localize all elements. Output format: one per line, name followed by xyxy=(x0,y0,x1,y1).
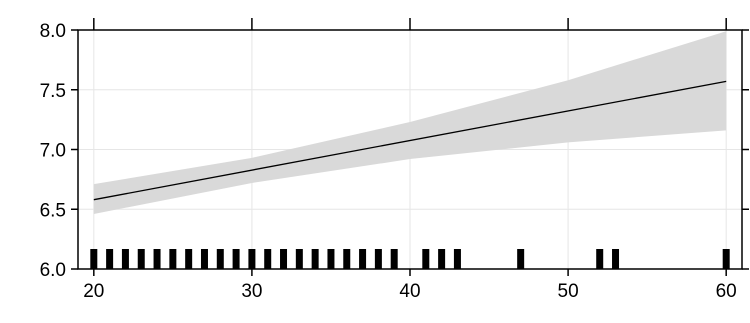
y-tick-label: 8.0 xyxy=(40,21,66,42)
rug-mark xyxy=(121,249,129,269)
rug-mark xyxy=(453,249,461,269)
rug-mark xyxy=(438,249,446,269)
rug-mark xyxy=(137,249,145,269)
fit-line xyxy=(93,80,727,201)
rug-mark xyxy=(248,249,256,269)
rug-mark xyxy=(374,249,382,269)
rug-mark xyxy=(422,249,430,269)
x-tick-label: 30 xyxy=(241,281,262,302)
rug-mark xyxy=(359,249,367,269)
rug-mark xyxy=(612,249,620,269)
rug-mark xyxy=(264,249,272,269)
x-tick-label: 20 xyxy=(83,281,104,302)
y-tick-label: 6.0 xyxy=(40,260,66,281)
rug-mark xyxy=(722,249,730,269)
rug-mark xyxy=(185,249,193,269)
y-tick-label: 7.5 xyxy=(40,81,66,102)
rug-mark xyxy=(90,249,98,269)
rug-mark xyxy=(311,249,319,269)
y-tick-label: 7.0 xyxy=(40,141,66,162)
rug-mark xyxy=(343,249,351,269)
rug-mark xyxy=(295,249,303,269)
x-tick-label: 60 xyxy=(716,281,737,302)
rug-mark xyxy=(327,249,335,269)
rug-mark xyxy=(169,249,177,269)
axis-ticks xyxy=(71,18,749,276)
x-tick-label: 50 xyxy=(558,281,579,302)
x-tick-label: 40 xyxy=(399,281,420,302)
rug-mark xyxy=(216,249,224,269)
rug-mark xyxy=(106,249,114,269)
confidence-band xyxy=(93,31,727,215)
rug-mark xyxy=(596,249,604,269)
rug-mark xyxy=(390,249,398,269)
rug-mark xyxy=(232,249,240,269)
tick-labels: 20 30 40 50 60 6.0 6.5 7.0 7.5 8.0 xyxy=(40,21,737,302)
rug-mark xyxy=(200,249,208,269)
rug-mark xyxy=(153,249,161,269)
y-tick-label: 6.5 xyxy=(40,200,66,221)
rug-marks xyxy=(90,249,730,269)
rug-mark xyxy=(280,249,288,269)
rug-mark xyxy=(517,249,525,269)
